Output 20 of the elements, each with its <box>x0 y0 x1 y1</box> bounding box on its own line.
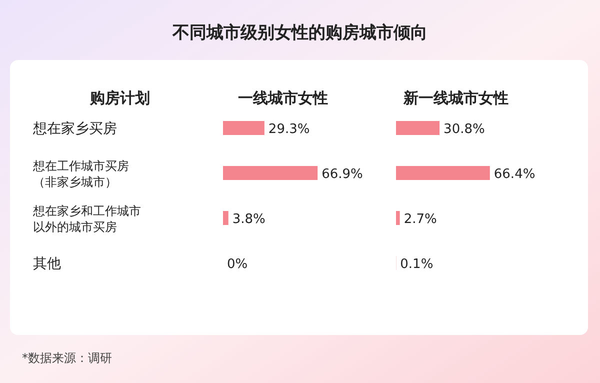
y-tick-label: 想在家乡和工作城市以外的城市买房 <box>32 204 141 234</box>
data-label: 3.8% <box>232 212 266 227</box>
data-label: 2.7% <box>404 212 437 227</box>
data-label: 0% <box>227 257 248 272</box>
data-label: 66.9% <box>322 167 363 182</box>
data-label: 66.4% <box>494 167 536 182</box>
y-tick-label: 想在家乡买房 <box>32 121 117 137</box>
text: *数据来源：调研 <box>22 351 112 365</box>
data-label: 0.1% <box>400 257 434 272</box>
y-tick-label: 其他 <box>33 256 61 272</box>
chart-title: 不同城市级别女性的购房城市倾向 <box>172 23 428 43</box>
bar <box>396 211 400 225</box>
y-axis-title: 购房计划 <box>89 89 150 107</box>
y-tick-label: 想在工作城市买房（非家乡城市） <box>32 159 129 189</box>
bar <box>396 166 490 180</box>
chart-subtitle: 新一线城市女性 <box>402 89 508 107</box>
chart-subtitle: 一线城市女性 <box>238 89 328 107</box>
data-label: 30.8% <box>444 122 485 137</box>
data-label: 29.3% <box>268 122 310 137</box>
bar <box>396 121 440 135</box>
